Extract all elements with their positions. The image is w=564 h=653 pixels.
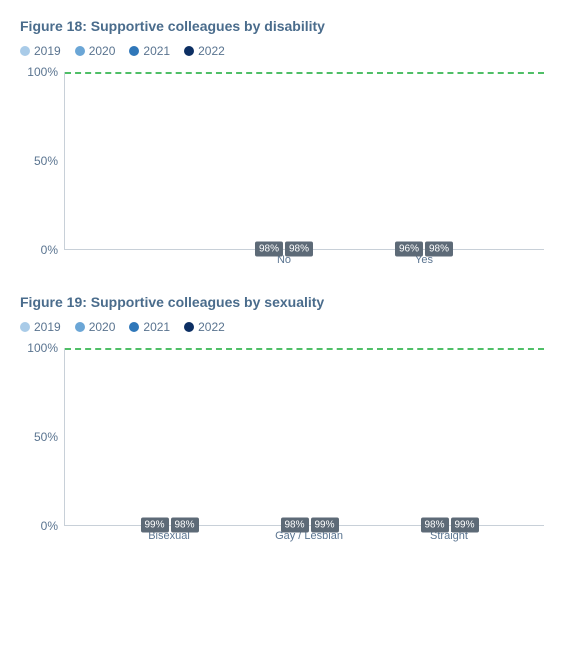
x-label: No — [224, 254, 344, 266]
y-tick: 50% — [34, 430, 58, 444]
legend-swatch — [184, 322, 194, 332]
bar-value-label: 96% — [395, 242, 423, 257]
figure-fig19: Figure 19: Supportive colleagues by sexu… — [20, 294, 544, 542]
chart: 0%50%100%98%98%96%98% — [20, 72, 544, 250]
legend-label: 2022 — [198, 320, 225, 334]
legend-item: 2021 — [129, 44, 170, 58]
legend-item: 2022 — [184, 320, 225, 334]
figure-title: Figure 18: Supportive colleagues by disa… — [20, 18, 544, 34]
bar-value-label: 99% — [140, 518, 168, 533]
legend-label: 2019 — [34, 320, 61, 334]
bar-value-label: 98% — [285, 242, 313, 257]
reference-line — [65, 72, 544, 74]
x-label: Bisexual — [109, 530, 229, 542]
reference-line — [65, 348, 544, 350]
y-tick: 0% — [41, 243, 58, 257]
bar-value-label: 98% — [280, 518, 308, 533]
legend-item: 2019 — [20, 320, 61, 334]
legend-swatch — [75, 46, 85, 56]
bar-value-label: 98% — [170, 518, 198, 533]
x-label: Gay / Lesbian — [249, 530, 369, 542]
legend-item: 2021 — [129, 320, 170, 334]
bar-value-label: 98% — [255, 242, 283, 257]
legend-swatch — [75, 322, 85, 332]
y-tick: 100% — [27, 65, 58, 79]
y-axis: 0%50%100% — [20, 348, 64, 526]
legend-label: 2021 — [143, 44, 170, 58]
bar-value-label: 98% — [425, 242, 453, 257]
bar-value-label: 98% — [420, 518, 448, 533]
plot-area: 98%98%96%98% — [64, 72, 544, 250]
legend-item: 2019 — [20, 44, 61, 58]
chart: 0%50%100%99%98%98%99%98%99% — [20, 348, 544, 526]
legend-item: 2020 — [75, 44, 116, 58]
legend-label: 2022 — [198, 44, 225, 58]
legend-swatch — [184, 46, 194, 56]
legend-item: 2022 — [184, 44, 225, 58]
legend-swatch — [20, 322, 30, 332]
legend-label: 2021 — [143, 320, 170, 334]
legend-item: 2020 — [75, 320, 116, 334]
y-tick: 100% — [27, 341, 58, 355]
legend: 2019 2020 2021 2022 — [20, 44, 544, 58]
bar-value-label: 99% — [450, 518, 478, 533]
x-label: Straight — [389, 530, 509, 542]
legend-swatch — [129, 46, 139, 56]
legend-label: 2020 — [89, 320, 116, 334]
y-axis: 0%50%100% — [20, 72, 64, 250]
legend: 2019 2020 2021 2022 — [20, 320, 544, 334]
x-label: Yes — [364, 254, 484, 266]
bar-groups: 99%98%98%99%98%99% — [65, 348, 544, 525]
figure-fig18: Figure 18: Supportive colleagues by disa… — [20, 18, 544, 266]
legend-swatch — [129, 322, 139, 332]
figure-title: Figure 19: Supportive colleagues by sexu… — [20, 294, 544, 310]
legend-label: 2019 — [34, 44, 61, 58]
y-tick: 0% — [41, 519, 58, 533]
legend-label: 2020 — [89, 44, 116, 58]
bar-value-label: 99% — [310, 518, 338, 533]
y-tick: 50% — [34, 154, 58, 168]
plot-area: 99%98%98%99%98%99% — [64, 348, 544, 526]
legend-swatch — [20, 46, 30, 56]
bar-groups: 98%98%96%98% — [65, 72, 544, 249]
